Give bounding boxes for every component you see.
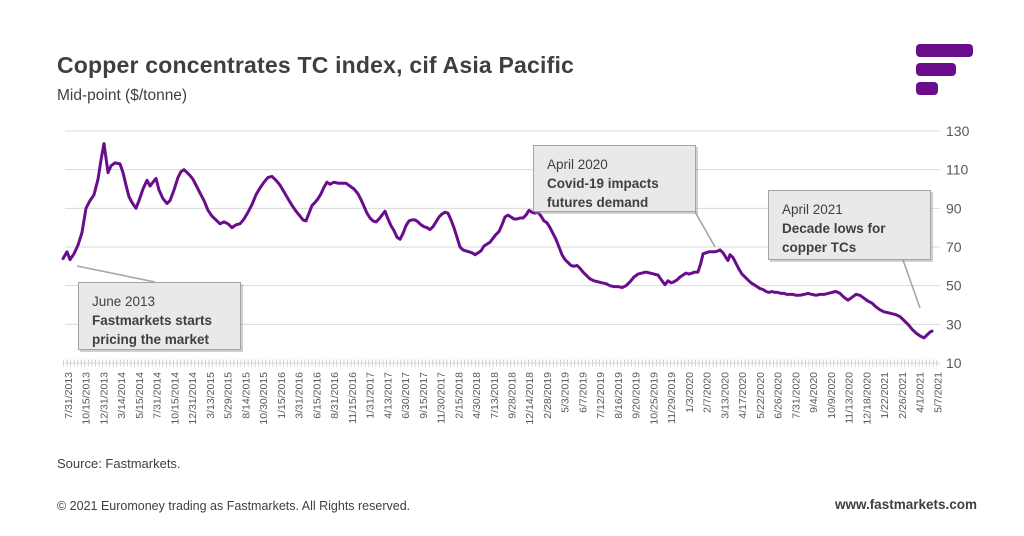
x-axis-label: 10/25/2019 [648,372,660,425]
page-title: Copper concentrates TC index, cif Asia P… [57,52,575,78]
x-axis-label: 4/13/2017 [382,372,394,419]
x-axis-label: 1/22/2021 [879,372,891,419]
x-axis-label: 12/18/2020 [861,372,873,425]
x-axis-label: 3/31/2016 [294,372,306,419]
x-axis-label: 1/31/2017 [365,372,377,419]
x-axis-label: 9/4/2020 [808,372,820,413]
x-axis-label: 12/14/2018 [524,372,536,425]
x-axis-label: 8/14/2015 [240,372,252,419]
annotation-april-2021: April 2021 Decade lows for copper TCs [768,190,931,260]
x-axis-label: 4/1/2021 [915,372,927,413]
x-axis-label: 7/13/2018 [489,372,501,419]
x-axis-label: 6/15/2016 [311,372,323,419]
annotation-text: copper TCs [782,240,857,255]
annotation-june-2013: June 2013 Fastmarkets starts pricing the… [78,282,241,350]
fastmarkets-logo [916,44,976,101]
x-axis-label: 2/15/2018 [453,372,465,419]
x-axis-label: 7/31/2014 [152,372,164,419]
y-axis-label: 130 [946,123,970,139]
x-axis-label: 10/30/2015 [258,372,270,425]
x-axis-label: 3/13/2020 [719,372,731,419]
annotation-april-2020: April 2020 Covid-19 impacts futures dema… [533,145,696,212]
x-axis-label: 2/7/2020 [702,372,714,413]
annotation-leader-line [902,259,921,309]
x-axis-label: 1/15/2016 [276,372,288,419]
website-text: www.fastmarkets.com [834,497,977,512]
annotation-leader-line [76,265,156,283]
x-axis-label: 6/26/2020 [773,372,785,419]
annotation-text: Covid-19 impacts [547,176,659,191]
tc-index-line [61,142,934,340]
x-axis-label: 11/29/2019 [666,372,678,424]
y-axis-label: 10 [946,355,962,371]
x-axis-label: 12/31/2014 [187,372,199,425]
x-axis-label: 10/9/2020 [826,372,838,419]
copyright-text: © 2021 Euromoney trading as Fastmarkets.… [57,499,411,513]
y-axis-label: 70 [946,239,962,255]
x-axis-label: 10/15/2013 [81,372,93,425]
y-axis-label: 90 [946,200,962,216]
annotation-text: Fastmarkets starts [92,313,213,328]
x-axis-label: 3/13/2015 [205,372,217,419]
x-axis-label: 5/7/2021 [932,372,944,413]
x-axis-label: 8/31/2016 [329,372,341,419]
annotation-date: April 2021 [782,202,843,217]
x-axis-label: 8/16/2019 [613,372,625,419]
x-axis-label: 10/15/2014 [169,372,181,425]
annotation-date: June 2013 [92,294,156,309]
x-axis-label: 9/15/2017 [418,372,430,419]
logo-bar-bottom [916,82,938,95]
y-axis-label: 110 [946,162,969,178]
x-axis-label: 2/26/2021 [897,372,909,419]
page-subtitle: Mid-point ($/tonne) [57,87,188,104]
x-axis-label: 2/28/2019 [542,372,554,419]
y-axis-label: 30 [946,316,962,332]
annotation-text: pricing the market [92,332,210,347]
logo-bar-middle [916,63,956,76]
y-axis-label: 50 [946,278,962,294]
x-axis-label: 1/3/2020 [684,372,696,413]
x-axis-label: 5/15/2014 [134,372,146,419]
annotation-leader-line [693,209,716,248]
x-axis-label: 5/3/2019 [560,372,572,413]
x-axis-label: 5/22/2020 [755,372,767,419]
x-axis-label: 4/17/2020 [737,372,749,419]
x-axis-label: 7/31/2013 [63,372,75,419]
x-axis-label: 5/29/2015 [223,372,235,419]
annotation-text: futures demand [547,195,649,210]
x-axis-label: 7/31/2020 [790,372,802,419]
x-axis-label: 11/15/2016 [347,372,359,424]
x-axis-label: 9/20/2019 [631,372,643,419]
logo-bar-top [916,44,973,57]
x-axis-label: 6/7/2019 [577,372,589,413]
x-axis-label: 4/30/2018 [471,372,483,419]
x-axis-label: 6/30/2017 [400,372,412,419]
x-axis-label: 7/12/2019 [595,372,607,419]
x-axis-label: 3/14/2014 [116,372,128,419]
x-axis-label: 9/28/2018 [507,372,519,419]
source-note: Source: Fastmarkets. [57,456,181,471]
x-axis-label: 12/31/2013 [98,372,110,425]
x-axis-label: 11/13/2020 [844,372,856,424]
x-axis-label: 11/30/2017 [436,372,448,424]
annotation-date: April 2020 [547,157,608,172]
annotation-text: Decade lows for [782,221,886,236]
